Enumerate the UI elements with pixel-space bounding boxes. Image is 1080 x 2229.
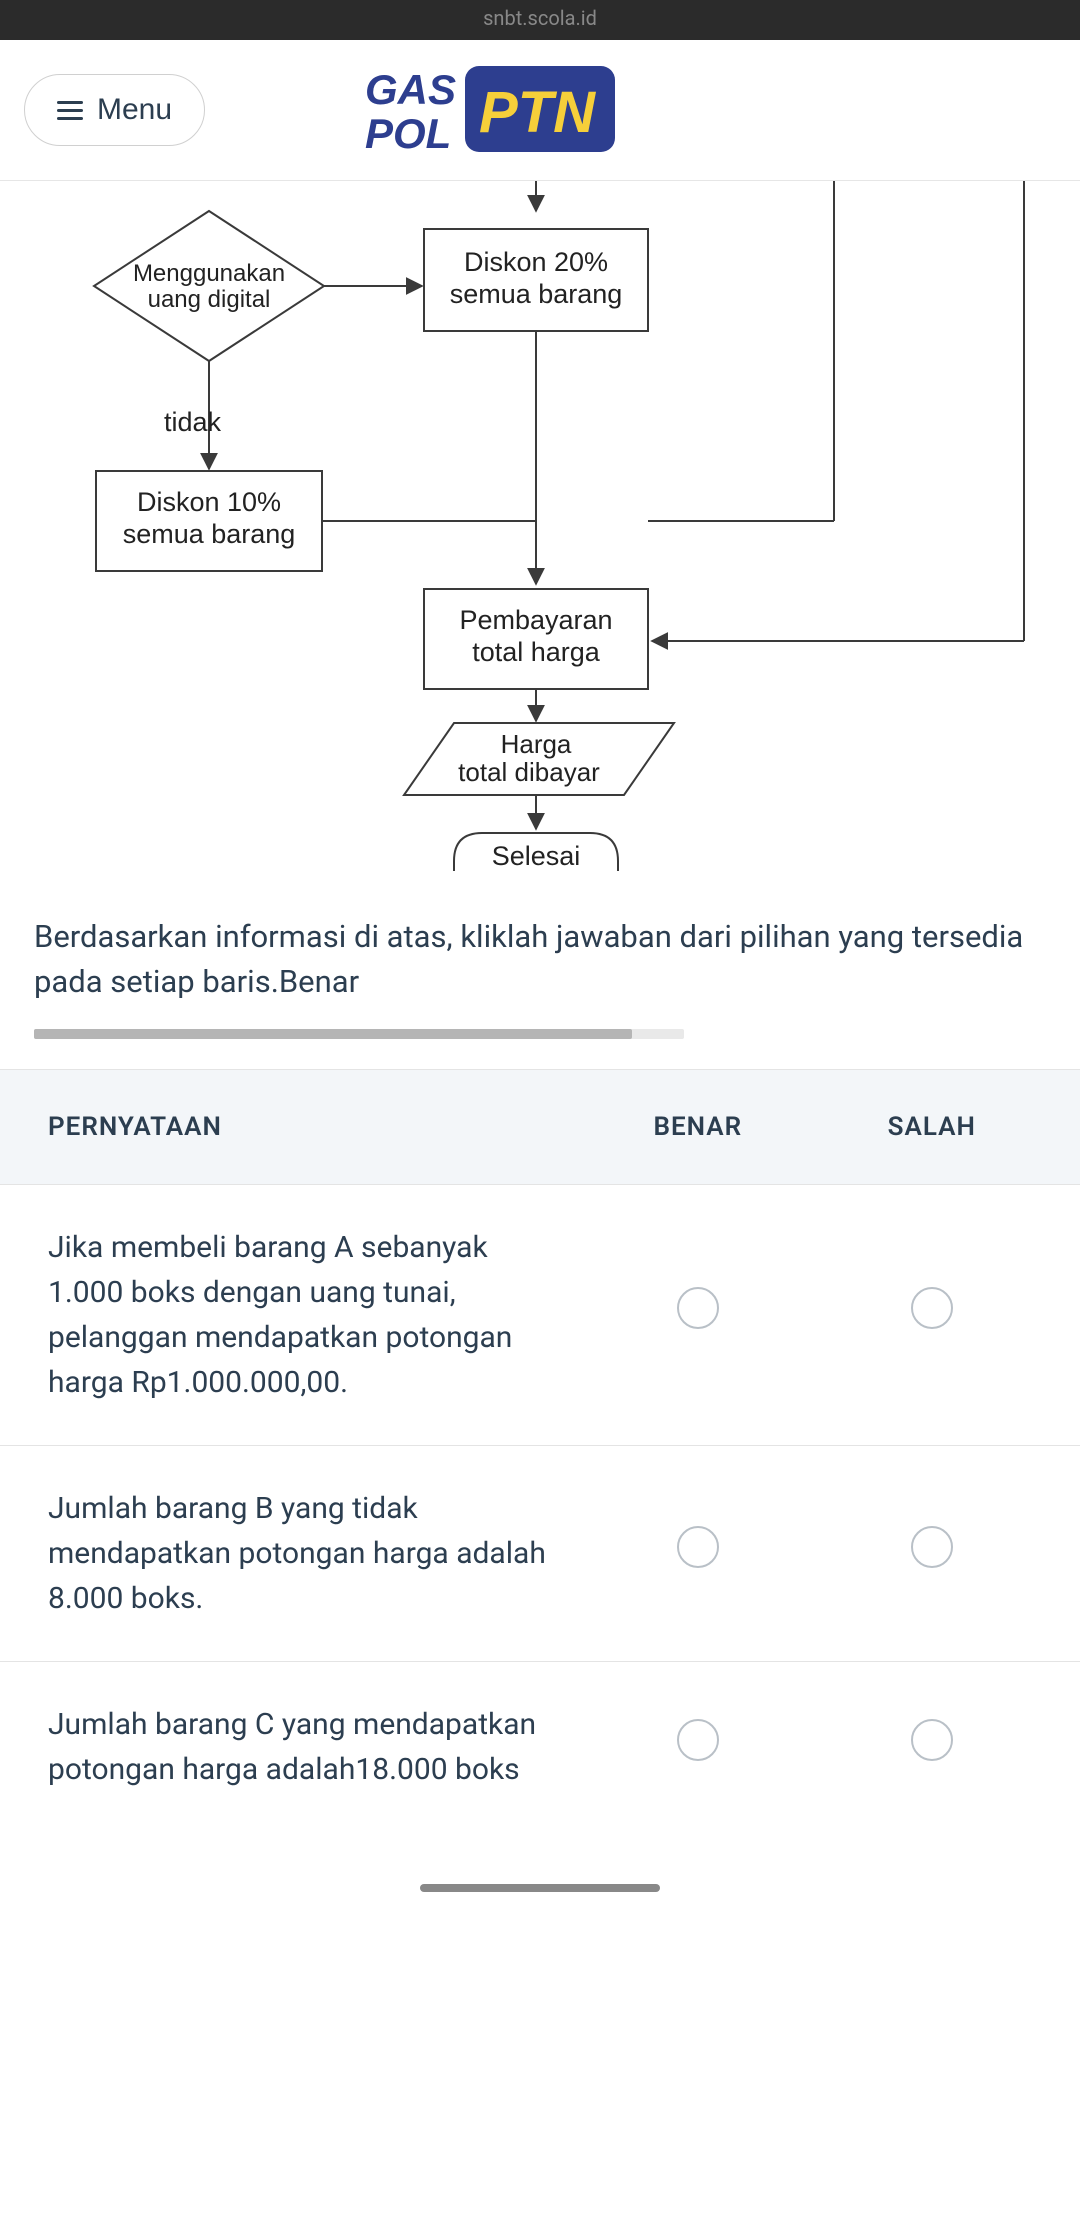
brand-logo: GAS POL PTN — [355, 60, 625, 160]
radio-true[interactable] — [677, 1287, 719, 1329]
hamburger-icon — [57, 101, 83, 120]
svg-text:Diskon 10%: Diskon 10% — [137, 487, 281, 517]
menu-label: Menu — [97, 93, 172, 127]
table-row: Jika membeli barang A sebanyak 1.000 bok… — [0, 1184, 1080, 1445]
flowchart-diagram: Menggunakan uang digital Diskon 20% semu… — [34, 181, 1046, 875]
svg-text:Diskon 20%: Diskon 20% — [464, 247, 608, 277]
col-false: SALAH — [832, 1070, 1080, 1185]
statement-cell: Jumlah barang B yang tidak mendapatkan p… — [0, 1445, 594, 1661]
col-statement: PERNYATAAN — [0, 1070, 594, 1185]
svg-text:semua barang: semua barang — [123, 519, 296, 549]
radio-true[interactable] — [677, 1526, 719, 1568]
table-row: Jumlah barang C yang mendapatkan potonga… — [0, 1661, 1080, 1832]
address-bar: snbt.scola.id — [0, 0, 1080, 40]
radio-false[interactable] — [911, 1287, 953, 1329]
svg-text:semua barang: semua barang — [450, 279, 623, 309]
svg-text:Selesai: Selesai — [492, 841, 581, 871]
home-indicator — [420, 1884, 660, 1892]
statement-cell: Jika membeli barang A sebanyak 1.000 bok… — [0, 1184, 594, 1445]
main-content: Menggunakan uang digital Diskon 20% semu… — [0, 181, 1080, 1866]
radio-false[interactable] — [911, 1719, 953, 1761]
question-text: Berdasarkan informasi di atas, kliklah j… — [34, 915, 1046, 1005]
svg-text:Pembayaran: Pembayaran — [459, 605, 612, 635]
statement-cell: Jumlah barang C yang mendapatkan potonga… — [0, 1661, 594, 1832]
scrollbar-thumb[interactable] — [34, 1029, 632, 1039]
svg-text:total harga: total harga — [472, 637, 601, 667]
answer-table: PERNYATAAN BENAR SALAH Jika membeli bara… — [0, 1069, 1080, 1832]
radio-true[interactable] — [677, 1719, 719, 1761]
table-row: Jumlah barang B yang tidak mendapatkan p… — [0, 1445, 1080, 1661]
svg-text:tidak: tidak — [164, 407, 222, 437]
svg-text:POL: POL — [365, 110, 451, 157]
svg-text:PTN: PTN — [479, 80, 596, 145]
radio-false[interactable] — [911, 1526, 953, 1568]
url-text: snbt.scola.id — [483, 6, 597, 30]
svg-text:uang digital: uang digital — [148, 286, 271, 313]
horizontal-scrollbar[interactable] — [34, 1029, 684, 1039]
col-true: BENAR — [594, 1070, 832, 1185]
svg-text:Harga: Harga — [501, 729, 572, 759]
svg-text:Menggunakan: Menggunakan — [133, 260, 285, 287]
svg-text:GAS: GAS — [365, 66, 456, 113]
svg-text:total dibayar: total dibayar — [458, 757, 600, 787]
menu-button[interactable]: Menu — [24, 74, 205, 146]
header: Menu GAS POL PTN — [0, 40, 1080, 181]
